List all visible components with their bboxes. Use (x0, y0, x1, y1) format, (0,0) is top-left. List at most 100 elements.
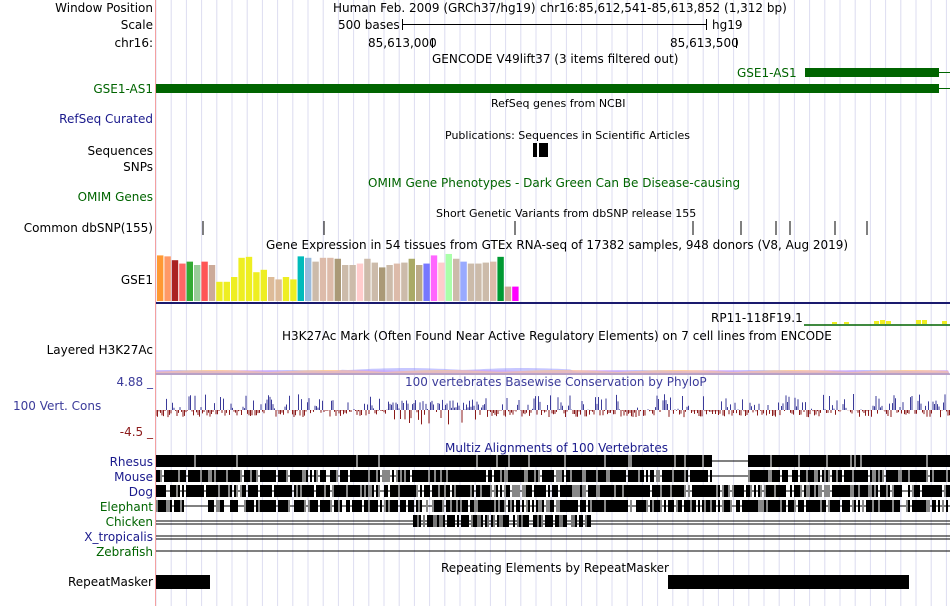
multiz-block (860, 485, 862, 497)
multiz-block (330, 455, 332, 467)
dbsnp-track-label[interactable]: Common dbSNP(155) (23, 221, 153, 235)
gencode-gene-bar-2[interactable] (156, 84, 939, 93)
multiz-block (878, 455, 880, 467)
multiz-block (198, 455, 200, 467)
species-label-x_tropicalis[interactable]: X_tropicalis (84, 530, 153, 544)
repeat-element-2[interactable] (668, 575, 909, 589)
publications-sequences-label[interactable]: Sequences (87, 144, 153, 158)
multiz-block (298, 455, 300, 467)
multiz-block (232, 455, 234, 467)
publications-snps-label[interactable]: SNPs (123, 160, 153, 174)
multiz-block (481, 515, 483, 527)
multiz-block (644, 500, 646, 512)
multiz-block (460, 470, 462, 482)
species-label-elephant[interactable]: Elephant (99, 500, 153, 514)
multiz-block (472, 485, 474, 497)
dbsnp-variants[interactable] (156, 219, 950, 237)
species-label-zebrafish[interactable]: Zebrafish (96, 545, 153, 559)
gencode-track-label[interactable]: GSE1-AS1 (93, 82, 153, 96)
multiz-block (724, 485, 726, 497)
multiz-block (618, 500, 620, 512)
multiz-block (412, 455, 414, 467)
multiz-block (486, 500, 488, 512)
multiz-block (558, 500, 560, 512)
multiz-block (410, 455, 412, 467)
multiz-block (776, 455, 778, 467)
multiz-block (394, 485, 396, 497)
multiz-alignments[interactable] (156, 455, 950, 561)
multiz-block (794, 485, 796, 497)
multiz-block (594, 485, 596, 497)
multiz-block (500, 500, 502, 512)
multiz-block (521, 515, 523, 527)
multiz-block (248, 485, 250, 497)
publication-item[interactable] (533, 143, 548, 157)
multiz-block (492, 455, 494, 467)
gtex-gene2-bar (942, 321, 947, 324)
multiz-block (844, 485, 846, 497)
multiz-block (886, 500, 888, 512)
multiz-block (856, 485, 858, 497)
multiz-block (314, 500, 316, 512)
multiz-block (690, 500, 692, 512)
multiz-block (308, 485, 310, 497)
multiz-block (718, 485, 720, 497)
omim-track-label[interactable]: OMIM Genes (77, 190, 153, 204)
multiz-block (507, 515, 509, 527)
multiz-block (348, 485, 350, 497)
multiz-block (616, 485, 618, 497)
gencode-gene-bar-1[interactable] (805, 68, 939, 77)
multiz-block (416, 485, 418, 497)
multiz-block (518, 455, 520, 467)
multiz-block (278, 500, 280, 512)
multiz-block (814, 500, 816, 512)
multiz-block (848, 470, 850, 482)
multiz-block (654, 455, 656, 467)
multiz-block (948, 485, 950, 497)
scale-bar-right-tick (706, 19, 707, 30)
multiz-block (334, 500, 336, 512)
multiz-block (884, 455, 886, 467)
multiz-block (772, 485, 774, 497)
multiz-block (836, 485, 838, 497)
multiz-block (562, 455, 564, 467)
multiz-block (240, 485, 242, 497)
multiz-block (446, 500, 448, 512)
species-label-mouse[interactable]: Mouse (114, 470, 153, 484)
gtex-gene2-label[interactable]: RP11-118F19.1 (711, 311, 803, 325)
phylop-track-label[interactable]: 100 Vert. Cons (13, 399, 102, 413)
h3k27ac-track-label[interactable]: Layered H3K27Ac (46, 343, 153, 357)
multiz-block (900, 485, 902, 497)
gencode-gene-label[interactable]: GSE1-AS1 (737, 66, 797, 80)
phylop-signal[interactable] (156, 388, 950, 438)
multiz-block (384, 455, 386, 467)
multiz-block (780, 455, 782, 467)
species-label-chicken[interactable]: Chicken (105, 515, 153, 529)
multiz-block (748, 455, 750, 467)
multiz-block (594, 470, 596, 482)
species-label-dog[interactable]: Dog (128, 485, 153, 499)
multiz-block (850, 485, 852, 497)
h3k27ac-signal[interactable] (156, 359, 950, 375)
multiz-block (166, 500, 168, 512)
gtex-track-label[interactable]: GSE1 (120, 273, 153, 287)
refseq-track-label[interactable]: RefSeq Curated (59, 112, 153, 126)
multiz-block (574, 470, 576, 482)
multiz-block (479, 515, 481, 527)
multiz-block (304, 455, 306, 467)
track-image-area[interactable]: Human Feb. 2009 (GRCh37/hg19) chr16:85,6… (156, 0, 950, 606)
multiz-block (220, 470, 222, 482)
gtex-bar-chart[interactable] (156, 252, 950, 306)
multiz-block (230, 455, 232, 467)
multiz-block (366, 455, 368, 467)
species-label-rhesus[interactable]: Rhesus (109, 455, 153, 469)
multiz-block (898, 485, 900, 497)
chrom-label: chr16: (114, 36, 153, 50)
multiz-block (416, 455, 418, 467)
repeatmasker-track-label[interactable]: RepeatMasker (67, 575, 153, 589)
gtex-gene2-bars[interactable] (804, 313, 950, 327)
multiz-block (602, 500, 604, 512)
multiz-block (292, 470, 294, 482)
multiz-block (566, 470, 568, 482)
repeat-element-1[interactable] (156, 575, 210, 589)
